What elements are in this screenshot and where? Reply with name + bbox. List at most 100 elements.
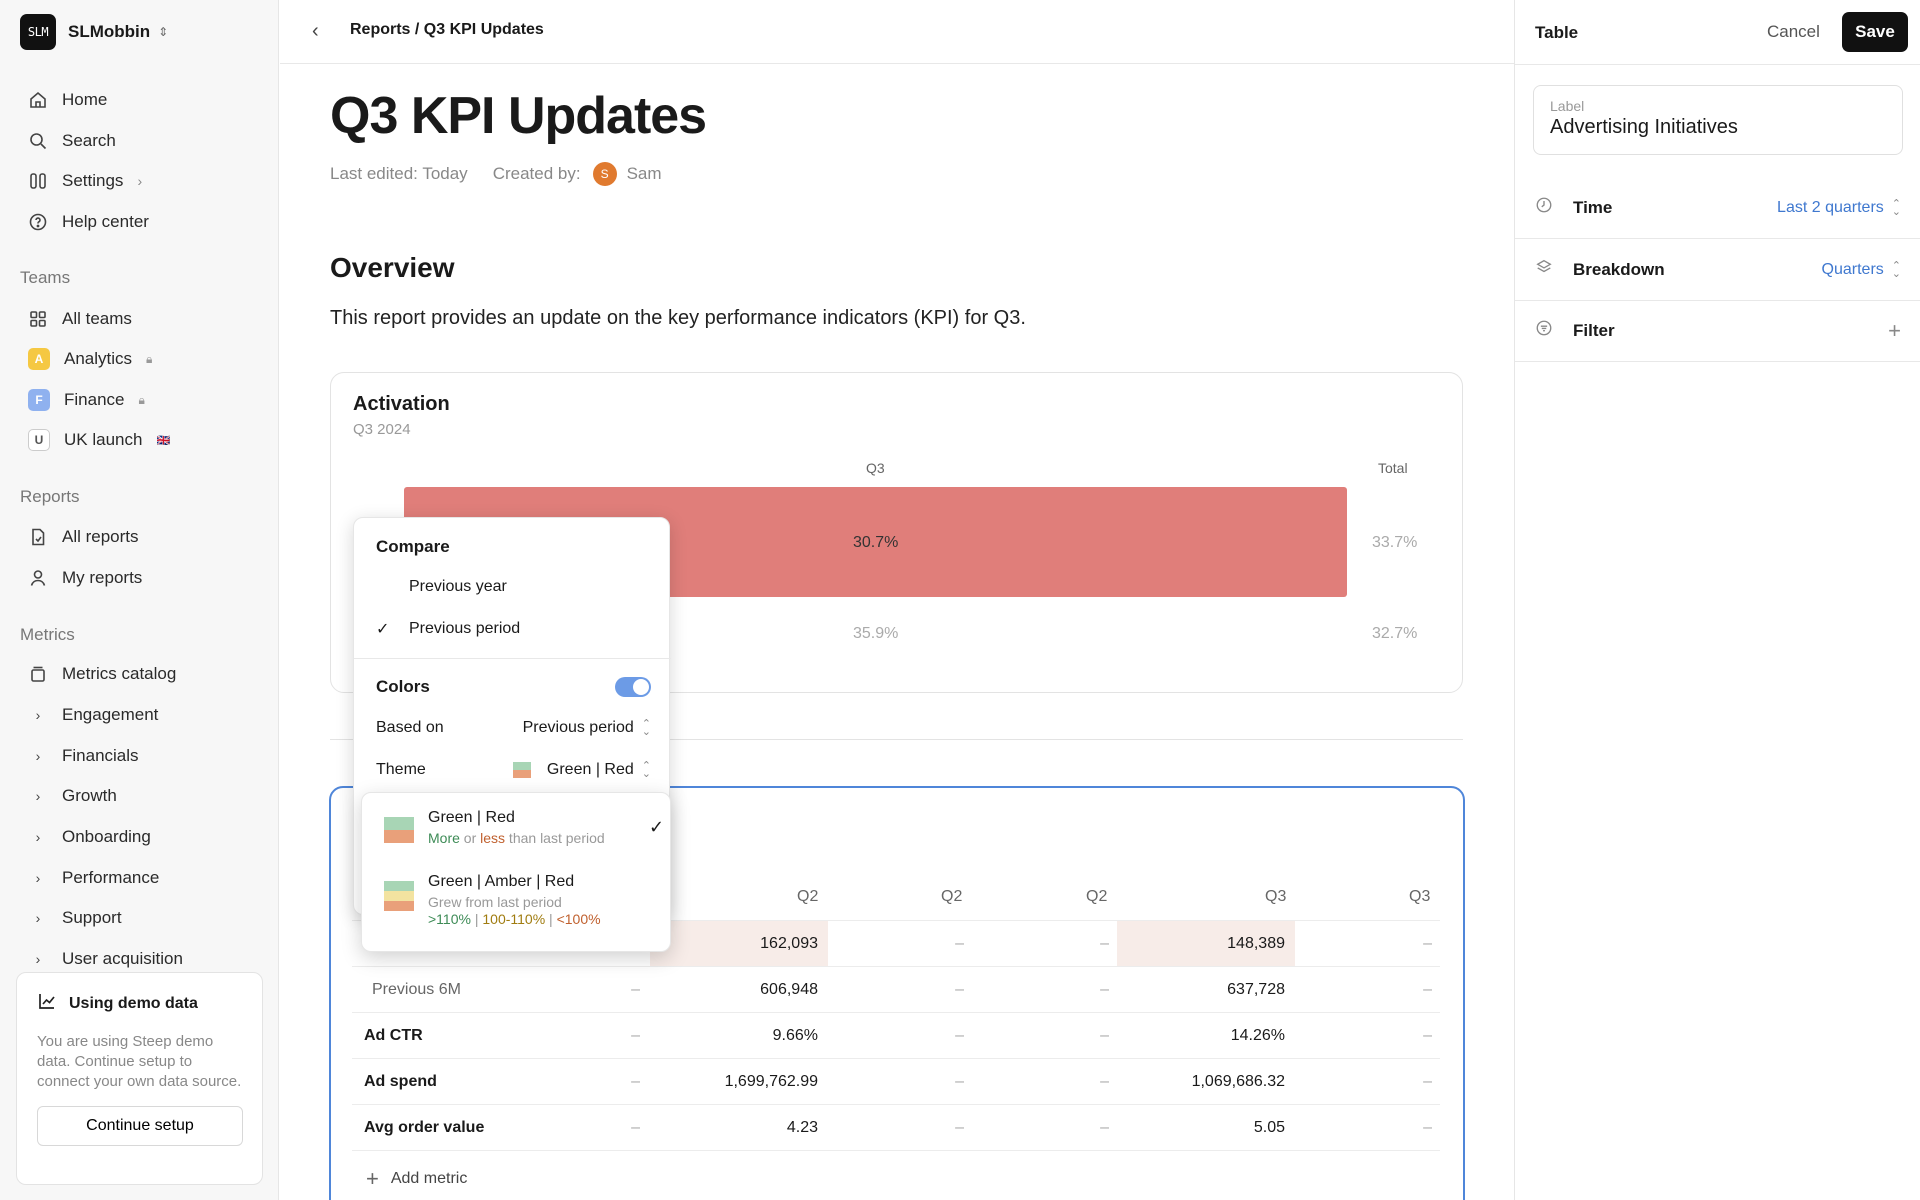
cancel-button[interactable]: Cancel xyxy=(1767,22,1820,41)
demo-title-text: Using demo data xyxy=(69,994,198,1012)
table-cell: – xyxy=(955,981,964,998)
uk-flag-icon: 🇬🇧 xyxy=(156,434,171,447)
separator xyxy=(354,658,671,659)
based-on-select[interactable]: Previous period ⌃ ⌄ xyxy=(523,718,651,738)
nav-label: Analytics xyxy=(64,349,133,368)
nav-settings[interactable]: Settings › xyxy=(28,168,142,194)
catalog-icon xyxy=(28,664,48,684)
compare-option-previous-period[interactable]: ✓ Previous period xyxy=(376,619,520,639)
theme-option-green-amber-red[interactable]: Green | Amber | Red Grew from last perio… xyxy=(384,873,601,927)
sidebar-item-engagement[interactable]: › Engagement xyxy=(28,702,159,728)
sidebar-item-finance[interactable]: F Finance 🔒︎ xyxy=(28,387,145,413)
sidebar-item-my-reports[interactable]: My reports xyxy=(28,565,142,591)
demo-title: Using demo data xyxy=(37,991,242,1016)
header-divider xyxy=(352,920,1440,921)
time-row[interactable]: Time Last 2 quarters ⌃ ⌄ xyxy=(1515,177,1920,239)
team-badge: F xyxy=(28,389,50,411)
add-metric-button[interactable]: + Add metric xyxy=(366,1166,467,1192)
table-card-selected[interactable] xyxy=(329,786,1465,1200)
sidebar-item-all-teams[interactable]: All teams xyxy=(28,306,132,332)
clock-icon xyxy=(1535,196,1555,219)
col-header: Q3 xyxy=(1409,888,1431,905)
sidebar-item-all-reports[interactable]: All reports xyxy=(28,524,139,550)
layers-icon xyxy=(1535,258,1555,281)
sidebar-item-uk-launch[interactable]: U UK launch 🇬🇧 xyxy=(28,427,170,453)
back-arrow-icon[interactable]: ‹ xyxy=(312,20,319,42)
table-cell: – xyxy=(955,1027,964,1044)
table-cell: – xyxy=(631,1119,640,1136)
based-on-row[interactable]: Based on Previous period ⌃ ⌄ xyxy=(376,718,651,738)
theme-row[interactable]: Theme Green | Red ⌃ ⌄ xyxy=(376,761,651,780)
theme-select[interactable]: Green | Red ⌃ ⌄ xyxy=(512,761,651,780)
table-cell: – xyxy=(1423,935,1432,952)
col-label-total: Total xyxy=(1378,460,1408,476)
breadcrumb: Reports / Q3 KPI Updates xyxy=(350,21,544,38)
sidebar-item-financials[interactable]: › Financials xyxy=(28,743,139,769)
nav-label: Metrics catalog xyxy=(62,664,177,683)
sidebar-item-growth[interactable]: › Growth xyxy=(28,783,117,809)
sidebar-item-user-acquisition[interactable]: › User acquisition xyxy=(28,946,183,972)
add-metric-label: Add metric xyxy=(390,1170,468,1187)
chevron-right-icon: › xyxy=(35,788,41,804)
sidebar-item-metrics-catalog[interactable]: Metrics catalog xyxy=(28,661,176,687)
continue-setup-button[interactable]: Continue setup xyxy=(37,1106,243,1146)
workspace-switcher[interactable]: SLM SLMobbin ⇕ xyxy=(20,14,168,50)
label-field[interactable]: Label Advertising Initiatives xyxy=(1533,85,1903,155)
table-row[interactable]: Ad spend – 1,699,762.99 – – 1,069,686.32 – xyxy=(352,1059,1440,1105)
add-filter-plus-icon[interactable]: + xyxy=(1888,317,1901,343)
nav-search[interactable]: Search xyxy=(28,128,116,154)
nav-label: UK launch xyxy=(64,430,143,449)
filter-row[interactable]: Filter + xyxy=(1515,300,1920,362)
table-row[interactable]: Previous 6M – 606,948 – – 637,728 – xyxy=(352,967,1440,1013)
table-row[interactable]: Ad CTR – 9.66% – – 14.26% – xyxy=(352,1013,1440,1059)
time-select[interactable]: Last 2 quarters ⌃ ⌄ xyxy=(1777,198,1901,217)
page-meta: Last edited: Today Created by: S Sam xyxy=(330,162,662,186)
row-name: Ad CTR xyxy=(364,1027,423,1044)
metrics-section-label: Metrics xyxy=(20,625,75,644)
sidebar-item-support[interactable]: › Support xyxy=(28,905,122,931)
last-edited: Last edited: Today xyxy=(330,164,468,183)
workspace-logo: SLM xyxy=(20,14,56,50)
chart-line-icon xyxy=(37,991,57,1016)
col-header: Q2 xyxy=(1086,888,1108,905)
breakdown-label: Breakdown xyxy=(1573,259,1665,279)
option-label: Previous period xyxy=(409,620,521,637)
table-row[interactable]: Avg order value – 4.23 – – 5.05 – xyxy=(352,1105,1440,1151)
save-button[interactable]: Save xyxy=(1842,12,1908,52)
table-cell: 637,728 xyxy=(1227,981,1285,998)
chevron-right-icon: › xyxy=(35,707,41,723)
avatar: S xyxy=(592,162,617,186)
table-cell: – xyxy=(955,1073,964,1090)
demo-data-card: Using demo data You are using Steep demo… xyxy=(16,972,263,1185)
label-value: Advertising Initiatives xyxy=(1550,116,1738,138)
report-icon xyxy=(28,527,48,547)
nav-help-center[interactable]: Help center xyxy=(28,209,149,235)
breakdown-row[interactable]: Breakdown Quarters ⌃ ⌄ xyxy=(1515,239,1920,301)
chevron-right-icon: › xyxy=(35,910,41,926)
option-desc: More or less than last period xyxy=(428,830,605,846)
table-cell: – xyxy=(1100,1027,1109,1044)
section-title: Overview xyxy=(330,252,455,283)
chevron-updown-icon: ⇕ xyxy=(158,25,169,39)
table-cell: 1,699,762.99 xyxy=(724,1073,818,1090)
row-name: Previous 6M xyxy=(372,981,461,998)
label-caption: Label xyxy=(1550,98,1585,114)
sidebar-item-analytics[interactable]: A Analytics 🔒︎ xyxy=(28,346,152,372)
breakdown-select[interactable]: Quarters ⌃ ⌄ xyxy=(1822,260,1901,279)
table-cell: 14.26% xyxy=(1230,1027,1285,1044)
nav-label: Financials xyxy=(62,746,139,765)
nav-home[interactable]: Home xyxy=(28,87,107,113)
compare-option-previous-year[interactable]: Previous year xyxy=(376,578,507,596)
sidebar-item-performance[interactable]: › Performance xyxy=(28,865,160,891)
colors-toggle[interactable] xyxy=(615,677,651,697)
sidebar-item-onboarding[interactable]: › Onboarding xyxy=(28,824,151,850)
col-header: Q3 xyxy=(1265,888,1287,905)
col-label-q3: Q3 xyxy=(866,460,885,476)
table-cell: 5.05 xyxy=(1253,1119,1285,1136)
theme-option-green-red[interactable]: Green | Red More or less than last perio… xyxy=(384,809,664,846)
nav-label: Finance xyxy=(64,390,125,409)
theme-swatch-icon xyxy=(512,762,531,778)
filter-icon xyxy=(1535,319,1555,342)
chevron-updown-icon: ⌃ ⌄ xyxy=(641,718,651,738)
plus-icon: + xyxy=(366,1166,379,1191)
